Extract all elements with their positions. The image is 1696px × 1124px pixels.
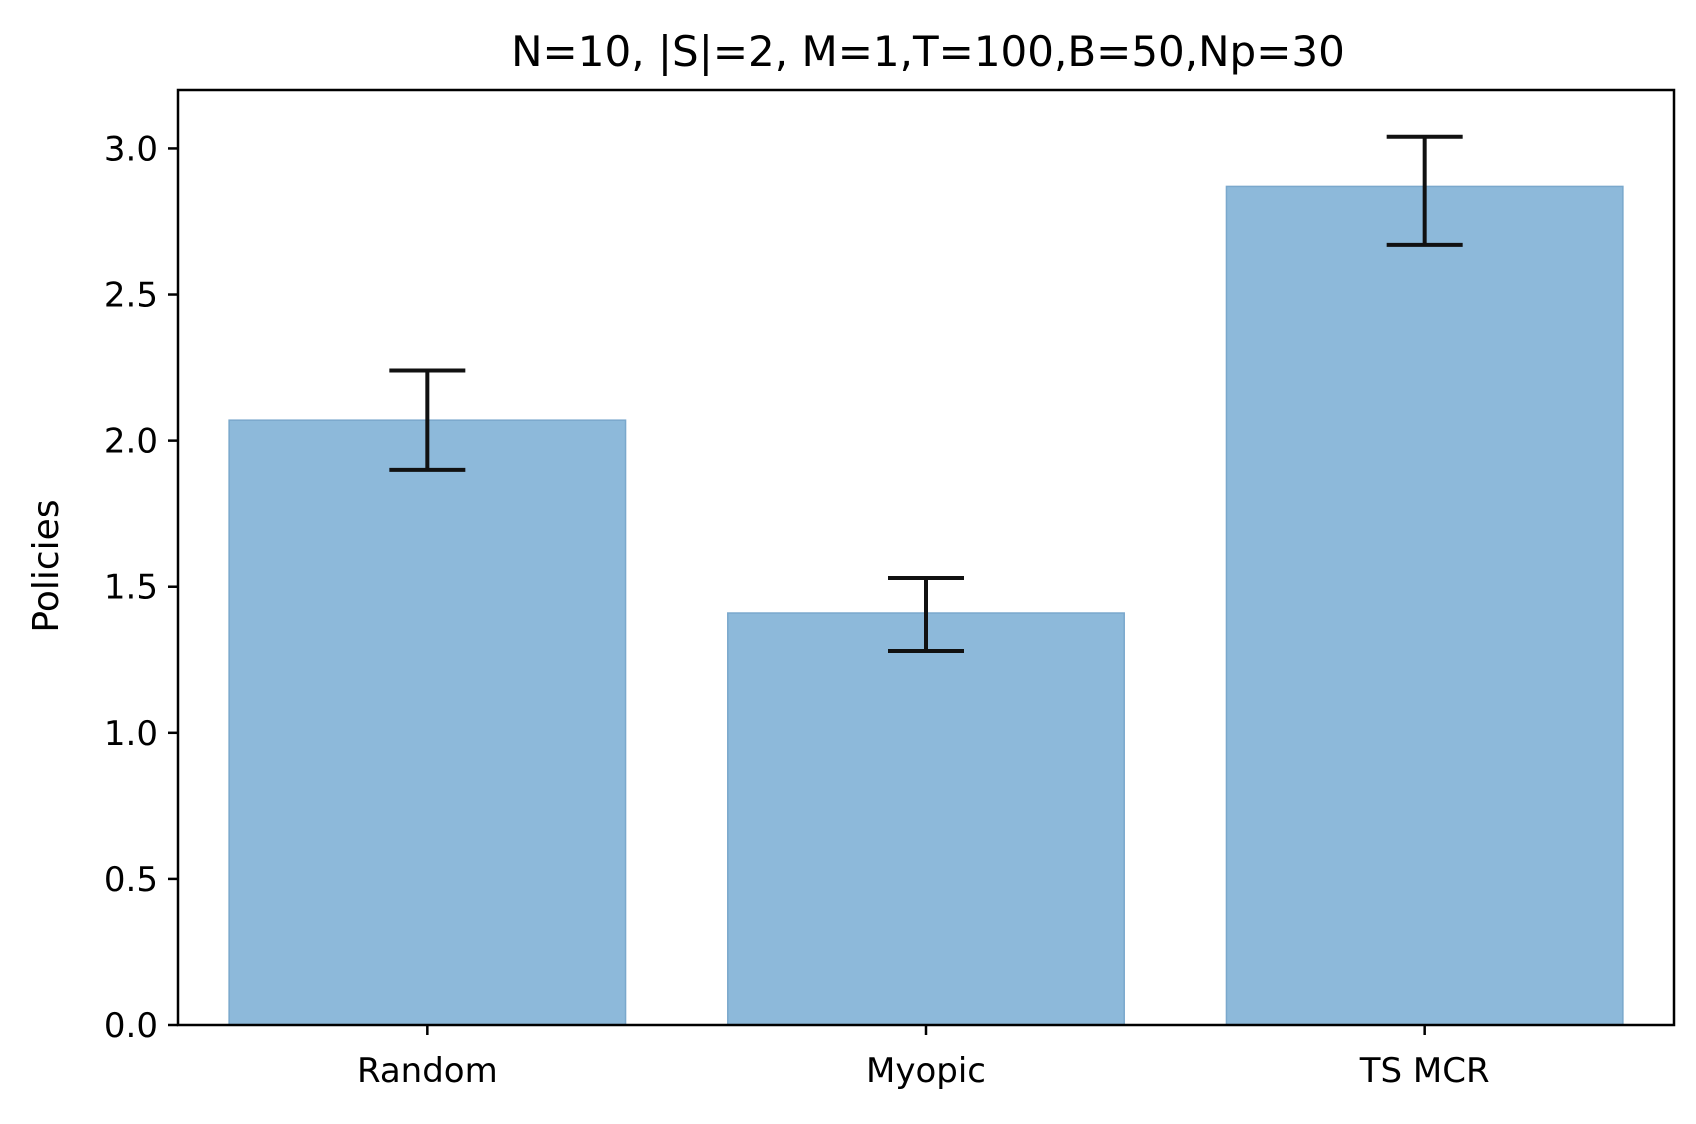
bar-myopic <box>727 612 1125 1026</box>
y-tick-label: 0.0 <box>104 1006 158 1046</box>
bar-ts-mcr <box>1225 185 1624 1026</box>
y-tick-label: 2.0 <box>104 422 158 462</box>
x-tick-label: TS MCR <box>1359 1051 1490 1091</box>
y-tick-label: 1.0 <box>104 714 158 754</box>
plot-area: 0.0 0.5 1.0 1.5 2.0 2.5 3.0 Random Myopic TS MCR <box>104 88 1676 1091</box>
y-tick-label: 0.5 <box>104 860 158 900</box>
y-tick-label: 2.5 <box>104 276 158 316</box>
y-tick-label: 3.0 <box>104 129 158 169</box>
y-tick-label: 1.5 <box>104 568 158 608</box>
x-tick-label: Myopic <box>866 1051 986 1091</box>
y-axis-label: Policies <box>26 499 67 632</box>
bar-random <box>228 419 627 1026</box>
chart-title: N=10, |S|=2, M=1,T=100,B=50,Np=30 <box>511 27 1345 76</box>
x-tick-label: Random <box>357 1051 498 1091</box>
